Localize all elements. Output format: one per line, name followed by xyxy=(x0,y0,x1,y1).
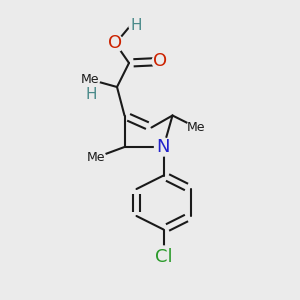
Circle shape xyxy=(107,35,124,52)
Text: Me: Me xyxy=(187,121,206,134)
Circle shape xyxy=(187,118,206,137)
Circle shape xyxy=(86,148,106,167)
Circle shape xyxy=(129,18,144,33)
Text: H: H xyxy=(131,18,142,33)
Circle shape xyxy=(80,70,100,89)
Text: H: H xyxy=(86,87,97,102)
Circle shape xyxy=(154,138,172,156)
Text: Me: Me xyxy=(81,73,99,86)
Text: O: O xyxy=(153,52,168,70)
Text: O: O xyxy=(108,34,123,52)
Circle shape xyxy=(152,53,169,70)
Text: N: N xyxy=(157,138,170,156)
Text: Me: Me xyxy=(87,151,105,164)
Circle shape xyxy=(84,87,99,102)
Circle shape xyxy=(153,246,174,267)
Text: Cl: Cl xyxy=(155,248,172,266)
